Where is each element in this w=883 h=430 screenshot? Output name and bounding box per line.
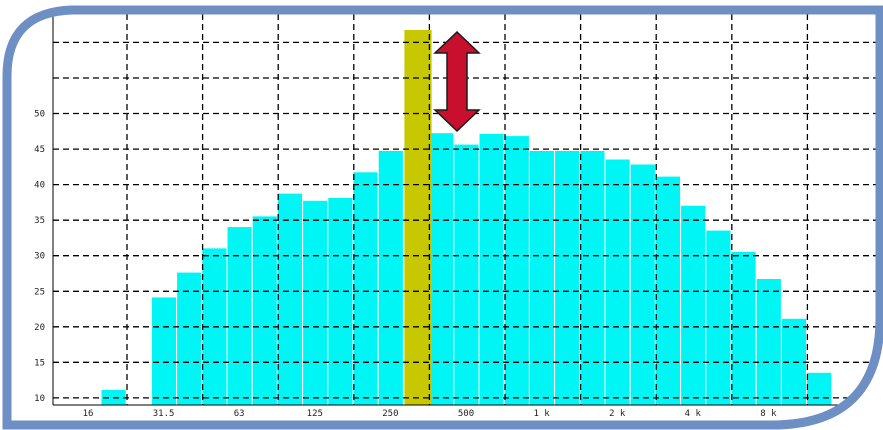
bar-3 (176, 271, 203, 406)
bar-9 (327, 196, 354, 406)
y-tick-7: 45 (34, 145, 45, 155)
x-tick-0: 16 (83, 409, 94, 419)
y-tick-0: 10 (34, 394, 45, 404)
x-tick-2: 63 (234, 409, 245, 419)
bar-20 (604, 158, 631, 406)
double-arrow-icon (433, 30, 481, 133)
bar-18 (554, 150, 581, 406)
x-tick-9: 8 k (760, 409, 777, 419)
y-tick-1: 15 (34, 358, 45, 368)
bar-5 (226, 226, 253, 406)
bar-17 (528, 150, 556, 406)
x-tick-8: 4 k (685, 409, 702, 419)
x-tick-7: 2 k (609, 409, 626, 419)
y-tick-5: 35 (34, 216, 45, 226)
x-tick-3: 125 (307, 409, 323, 419)
bar-11 (377, 150, 404, 406)
bar-21 (629, 163, 656, 406)
bar-22 (654, 175, 682, 406)
arrow-layer (433, 30, 481, 133)
rounded-frame (2, 5, 883, 430)
x-tick-4: 250 (382, 409, 398, 419)
bar-25 (730, 250, 757, 406)
x-tick-labels: 16 31.5 63 125 250 500 1 k 2 k 4 k 8 k (83, 409, 778, 419)
bar-6 (251, 215, 278, 406)
y-tick-3: 25 (34, 287, 45, 297)
y-tick-2: 20 (34, 323, 45, 333)
bar-10 (352, 171, 379, 406)
bar-14 (453, 143, 480, 406)
y-tick-6: 40 (34, 181, 45, 191)
bar-16 (503, 135, 530, 406)
bar-2 (150, 296, 178, 406)
bar-15 (478, 132, 505, 406)
x-tick-5: 500 (458, 409, 474, 419)
highlight-band-layer (404, 30, 432, 405)
bar-7 (276, 192, 304, 406)
bar-0 (100, 388, 127, 406)
y-tick-4: 30 (34, 252, 45, 262)
bar-26 (755, 278, 782, 406)
y-tick-labels: 10 15 20 25 30 35 40 45 50 (34, 110, 45, 404)
y-tick-8: 50 (34, 110, 45, 120)
x-tick-1: 31.5 (153, 409, 175, 419)
bar-series (100, 132, 833, 406)
bar-13 (428, 132, 455, 406)
bar-19 (579, 150, 606, 406)
bar-23 (680, 204, 707, 406)
bar-28 (806, 371, 833, 406)
x-tick-6: 1 k (533, 409, 550, 419)
highlight-band (404, 30, 432, 405)
bar-8 (302, 199, 329, 406)
